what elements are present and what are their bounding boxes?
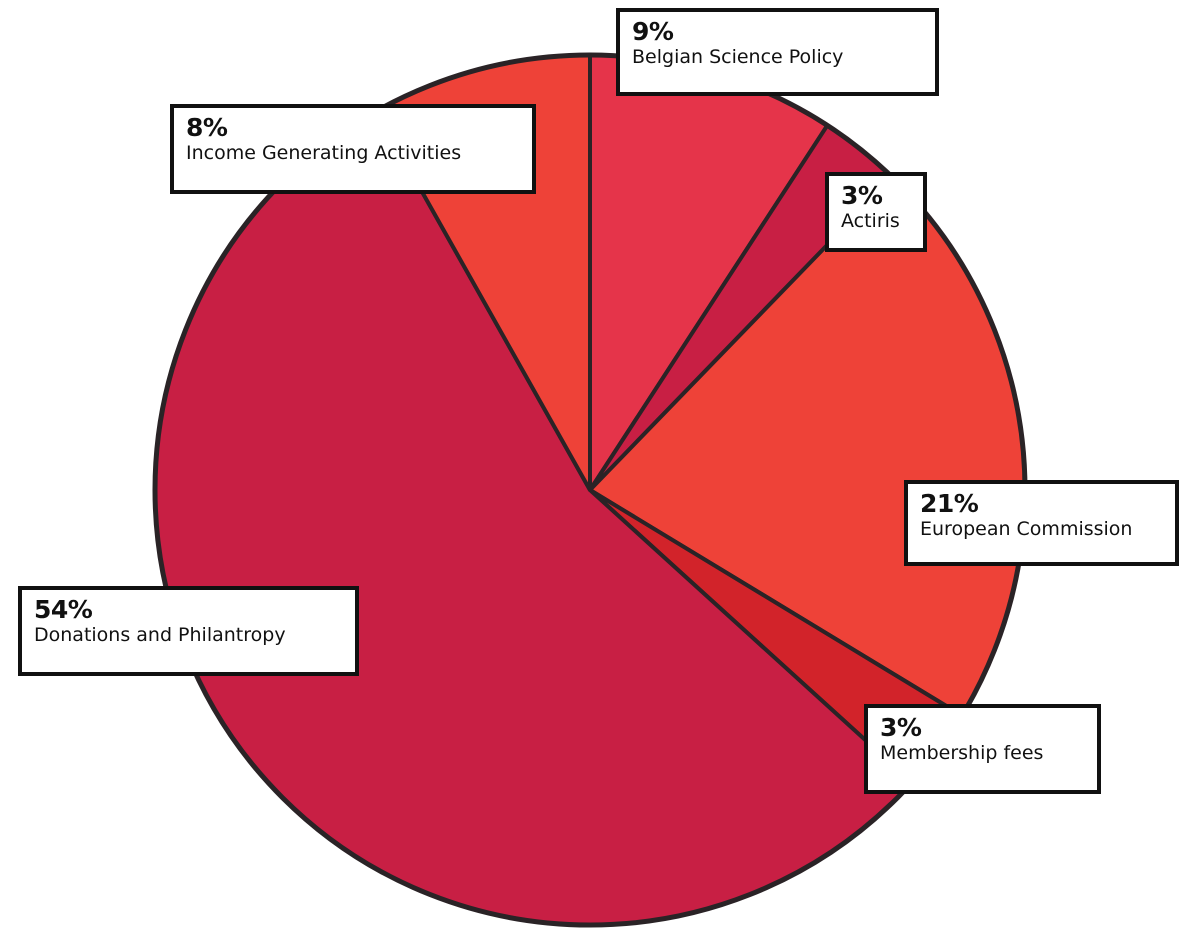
label-belgian-science-policy: 9% Belgian Science Policy [616, 8, 939, 96]
slice-percent: 54% [34, 595, 93, 624]
label-donations-and-philantropy: 54% Donations and Philantropy [18, 586, 359, 676]
label-membership-fees: 3% Membership fees [864, 704, 1101, 794]
slice-name: Actiris [841, 210, 900, 232]
label-european-commission: 21% European Commission [904, 480, 1179, 566]
slice-name: Membership fees [880, 742, 1044, 764]
label-actiris: 3% Actiris [825, 172, 927, 252]
slice-percent: 8% [186, 113, 228, 142]
slice-percent: 3% [841, 181, 883, 210]
slice-percent: 21% [920, 489, 979, 518]
label-income-generating-activities: 8% Income Generating Activities [170, 104, 536, 194]
slice-percent: 9% [632, 17, 674, 46]
slice-percent: 3% [880, 713, 922, 742]
slice-name: Belgian Science Policy [632, 46, 844, 68]
slice-name: Donations and Philantropy [34, 624, 286, 646]
slice-name: Income Generating Activities [186, 142, 462, 164]
slice-name: European Commission [920, 518, 1133, 540]
